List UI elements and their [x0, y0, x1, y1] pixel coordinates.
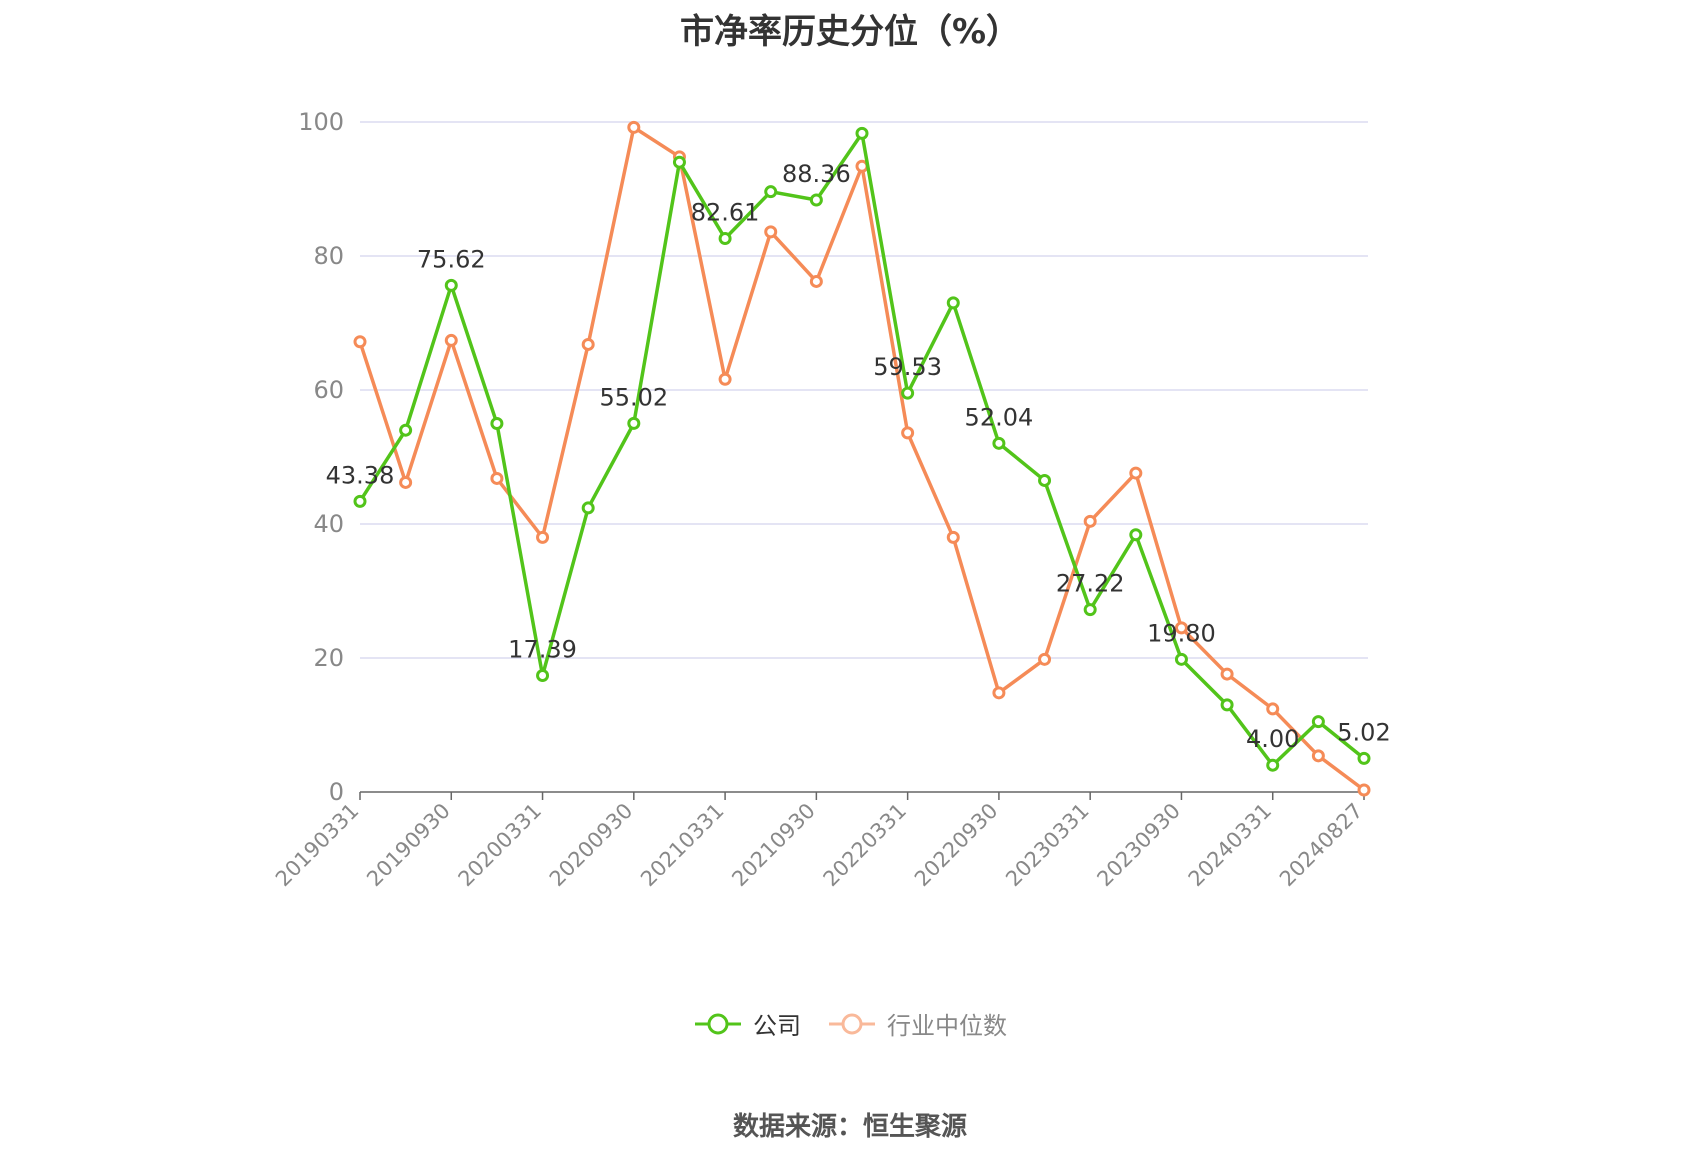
y-tick-label: 20	[313, 644, 344, 672]
legend-label-industry: 行业中位数	[887, 1012, 1007, 1040]
data-point-industry	[536, 530, 550, 544]
data-point-industry	[946, 530, 960, 544]
data-point-company	[536, 668, 550, 682]
data-point-company	[1038, 473, 1052, 487]
y-tick-label: 80	[313, 242, 344, 270]
x-tick-label: 20230331	[1001, 799, 1094, 892]
data-point-company	[1083, 603, 1097, 617]
legend: 公司 行业中位数	[0, 1006, 1700, 1041]
data-point-company	[1266, 758, 1280, 772]
data-point-industry	[581, 337, 595, 351]
data-point-industry	[399, 475, 413, 489]
data-point-company	[444, 278, 458, 292]
y-tick-label: 100	[298, 108, 344, 136]
data-point-industry	[901, 426, 915, 440]
data-point-industry	[718, 372, 732, 386]
data-point-industry	[1220, 667, 1234, 681]
data-point-company	[809, 193, 823, 207]
data-point-industry	[1129, 466, 1143, 480]
data-point-company	[1220, 698, 1234, 712]
x-tick-label: 20240827	[1275, 799, 1368, 892]
data-point-company	[992, 436, 1006, 450]
data-label: 43.38	[326, 461, 395, 489]
data-label: 19.80	[1147, 619, 1216, 647]
data-point-industry	[1174, 621, 1188, 635]
data-point-industry	[490, 471, 504, 485]
x-tick-label: 20210930	[727, 799, 820, 892]
legend-label-company: 公司	[753, 1012, 801, 1040]
data-point-company	[1129, 528, 1143, 542]
data-point-company	[946, 296, 960, 310]
data-point-company	[764, 185, 778, 199]
x-tick-label: 20190331	[271, 799, 364, 892]
data-point-company	[627, 416, 641, 430]
x-tick-label: 20240331	[1184, 799, 1277, 892]
data-label: 82.61	[691, 199, 760, 227]
data-point-company	[718, 232, 732, 246]
x-tick-label: 20200331	[454, 799, 547, 892]
data-point-industry	[1357, 783, 1371, 797]
y-tick-label: 40	[313, 510, 344, 538]
data-point-industry	[992, 686, 1006, 700]
data-label: 17.39	[508, 635, 577, 663]
data-point-industry	[627, 120, 641, 134]
series-industry	[353, 120, 1371, 797]
legend-industry-marker-icon	[829, 1013, 875, 1034]
legend-company-marker-icon	[695, 1013, 741, 1034]
data-point-company	[1174, 652, 1188, 666]
y-tick-label: 0	[329, 778, 344, 806]
y-tick-label: 60	[313, 376, 344, 404]
data-point-industry	[1083, 514, 1097, 528]
x-tick-label: 20210331	[636, 799, 729, 892]
data-label: 75.62	[417, 245, 486, 273]
data-point-industry	[1266, 702, 1280, 716]
data-point-industry	[1311, 749, 1325, 763]
data-point-company	[399, 423, 413, 437]
data-point-company	[581, 501, 595, 515]
data-point-industry	[809, 274, 823, 288]
series-company	[353, 126, 1371, 772]
axes: 0 20 40 60 80 100 2019033120190930202003312020…	[271, 108, 1368, 891]
data-point-company	[1357, 751, 1371, 765]
legend-item-industry[interactable]: 行业中位数	[827, 1006, 1007, 1041]
data-point-company	[353, 494, 367, 508]
data-labels: 43.38 75.62 17.39 55.02 82.61 88.36 59.53 52.04…	[326, 160, 1391, 753]
data-point-industry	[1038, 652, 1052, 666]
data-point-industry	[353, 335, 367, 349]
source-note: 数据来源：恒生聚源	[732, 1112, 967, 1142]
line-chart: 0 20 40 60 80 100 2019033120190930202003312020…	[271, 108, 1391, 891]
x-tick-label: 20190930	[362, 799, 455, 892]
data-label: 52.04	[965, 403, 1034, 431]
data-point-company	[490, 417, 504, 430]
data-label: 5.02	[1337, 718, 1390, 746]
data-point-company	[901, 386, 915, 400]
x-tick-label: 20230930	[1092, 799, 1185, 892]
chart-title: 市净率历史分位（%）	[679, 12, 1021, 52]
x-tick-label: 20220331	[819, 799, 912, 892]
grid-lines	[360, 121, 1368, 659]
series-line-company	[358, 131, 1366, 767]
x-tick-label: 20200930	[545, 799, 638, 892]
data-point-industry	[444, 333, 458, 347]
data-point-company	[1311, 715, 1325, 729]
data-label: 88.36	[782, 160, 851, 188]
data-point-industry	[764, 225, 778, 239]
data-label: 55.02	[599, 383, 668, 411]
x-tick-label: 20220930	[910, 799, 1003, 892]
data-label: 4.00	[1246, 725, 1299, 753]
legend-item-company[interactable]: 公司	[693, 1006, 801, 1041]
data-label: 59.53	[873, 353, 942, 381]
data-label: 27.22	[1056, 570, 1125, 598]
data-point-company	[855, 126, 869, 140]
data-point-company	[672, 155, 686, 169]
